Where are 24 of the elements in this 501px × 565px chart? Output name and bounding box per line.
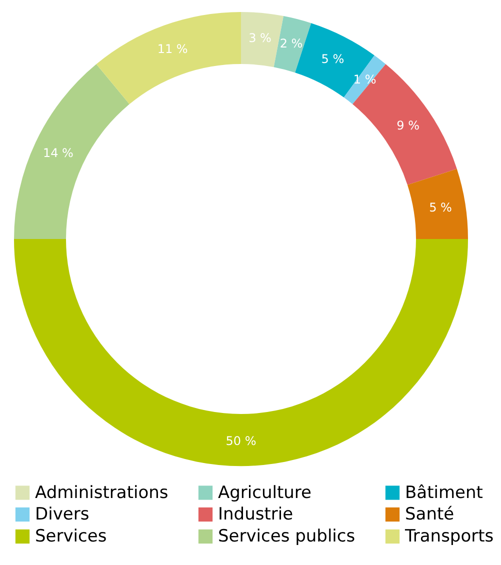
legend-label: Industrie: [218, 504, 294, 524]
legend-label: Transports: [404, 526, 494, 546]
donut-slice: [14, 64, 130, 239]
legend-label: Bâtiment: [405, 482, 484, 503]
legend-label: Administrations: [35, 482, 168, 503]
donut-slice: [407, 168, 468, 239]
legend-label: Divers: [35, 504, 90, 524]
legend-label: Santé: [405, 504, 454, 524]
data-label: 5 %: [321, 52, 344, 66]
donut-slice: [344, 55, 386, 104]
donut-slice: [96, 12, 241, 104]
data-label: 9 %: [396, 118, 420, 132]
data-label: 14 %: [42, 146, 74, 160]
data-label: 5 %: [429, 200, 452, 214]
legend-label: Agriculture: [218, 482, 312, 503]
data-label: 3 %: [248, 30, 272, 45]
legend-label: Services publics: [218, 526, 356, 546]
donut-slice: [14, 239, 468, 466]
donut-slice: [352, 64, 457, 185]
donut-slice: [274, 16, 312, 73]
data-label: 50 %: [226, 434, 256, 448]
data-label: 2 %: [280, 36, 303, 50]
data-label: 11 %: [157, 42, 188, 56]
legend-label: Services: [35, 526, 107, 546]
